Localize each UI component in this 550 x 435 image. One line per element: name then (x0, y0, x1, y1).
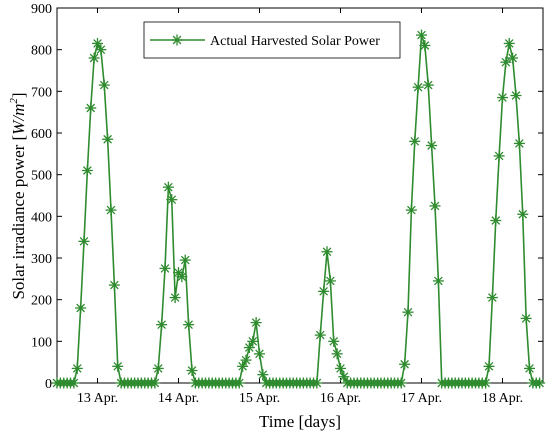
data-point (71, 362, 83, 374)
data-point (314, 329, 326, 341)
data-point (324, 275, 336, 287)
legend-marker (171, 34, 183, 46)
data-point (78, 235, 90, 247)
data-point (108, 279, 120, 291)
data-point (233, 377, 245, 389)
data-point (412, 81, 424, 93)
data-point (422, 79, 434, 91)
x-axis-title: Time [days] (259, 412, 341, 431)
data-point (98, 79, 110, 91)
data-point (507, 52, 519, 64)
data-point (159, 262, 171, 274)
data-point (105, 204, 117, 216)
data-point (247, 335, 259, 347)
data-point (480, 377, 492, 389)
data-point (402, 306, 414, 318)
data-point (395, 377, 407, 389)
data-point (490, 215, 502, 226)
data-point (416, 29, 427, 41)
data-point (250, 317, 262, 329)
data-point (426, 140, 438, 151)
data-point (112, 360, 124, 372)
data-point (85, 102, 97, 114)
data-point (95, 44, 107, 56)
data-point (493, 150, 505, 162)
data-point (171, 34, 183, 46)
x-axis: 13 Apr. 14 Apr. 15 Apr. 16 Apr. 17 Apr. 18 Ap… (77, 8, 523, 406)
y-tick-label: 800 (31, 44, 52, 59)
x-tick-label: 17 Apr. (401, 391, 442, 406)
data-point (486, 292, 498, 304)
y-axis: 0 100 200 300 400 500 600 700 800 900 (31, 2, 543, 392)
data-point (186, 365, 198, 376)
y-tick-label: 300 (31, 252, 52, 267)
data-point (335, 362, 346, 374)
y-tick-label: 400 (31, 210, 52, 225)
y-tick-label: 600 (31, 127, 52, 142)
data-point (419, 40, 431, 51)
data-point (432, 275, 444, 287)
data-point (254, 348, 265, 360)
data-point (68, 377, 80, 389)
data-point (524, 362, 535, 374)
y-axis-title: Solar irradiance power [W/m2] (8, 92, 28, 299)
data-point (149, 377, 161, 389)
data-point (510, 90, 522, 101)
data-point (156, 319, 168, 331)
data-point (399, 358, 411, 370)
data-point (318, 285, 330, 297)
data-point (429, 200, 441, 212)
data-point (183, 319, 195, 331)
y-axis-title-suffix: ] (9, 92, 28, 98)
data-point (321, 246, 333, 258)
data-point (102, 133, 114, 145)
y-tick-label: 700 (31, 85, 52, 100)
data-point (311, 377, 323, 389)
series-line (57, 34, 540, 384)
data-point (81, 165, 93, 176)
y-axis-title-prefix: Solar irradiance power [ (9, 134, 28, 299)
data-point (331, 348, 343, 360)
data-point (166, 194, 178, 206)
x-tick-label: 18 Apr. (482, 391, 523, 406)
data-point (75, 302, 87, 314)
y-tick-label: 200 (31, 294, 52, 309)
data-point (257, 369, 269, 381)
data-point (240, 354, 252, 366)
y-tick-label: 500 (31, 169, 52, 184)
data-point (152, 362, 164, 374)
data-point (483, 360, 495, 372)
x-tick-label: 13 Apr. (77, 391, 118, 406)
data-point (88, 52, 100, 64)
data-point (328, 335, 340, 347)
y-tick-label: 0 (45, 377, 52, 392)
x-tick-label: 14 Apr. (158, 391, 199, 406)
y-tick-label: 900 (31, 2, 52, 17)
y-axis-title-unit: W/m (9, 104, 28, 135)
data-point (500, 56, 512, 68)
data-point (534, 377, 546, 389)
data-point (176, 271, 188, 283)
data-point (503, 37, 515, 49)
legend-label: Actual Harvested Solar Power (210, 34, 380, 49)
plot-frame (56, 7, 544, 384)
data-point (517, 208, 529, 220)
data-point (520, 312, 532, 324)
y-axis-title-exponent: 2 (8, 98, 20, 104)
legend: Actual Harvested Solar Power (143, 21, 401, 59)
data-point (169, 292, 181, 304)
x-tick-label: 16 Apr. (320, 391, 361, 406)
data-point (513, 137, 525, 149)
data-point (338, 371, 350, 383)
x-tick-label: 15 Apr. (239, 391, 280, 406)
data-point (409, 135, 421, 147)
data-point (162, 181, 174, 193)
data-point (405, 204, 417, 216)
series-layer (51, 29, 546, 389)
data-point (179, 254, 191, 266)
data-point (497, 92, 508, 104)
y-tick-label: 100 (31, 335, 52, 350)
